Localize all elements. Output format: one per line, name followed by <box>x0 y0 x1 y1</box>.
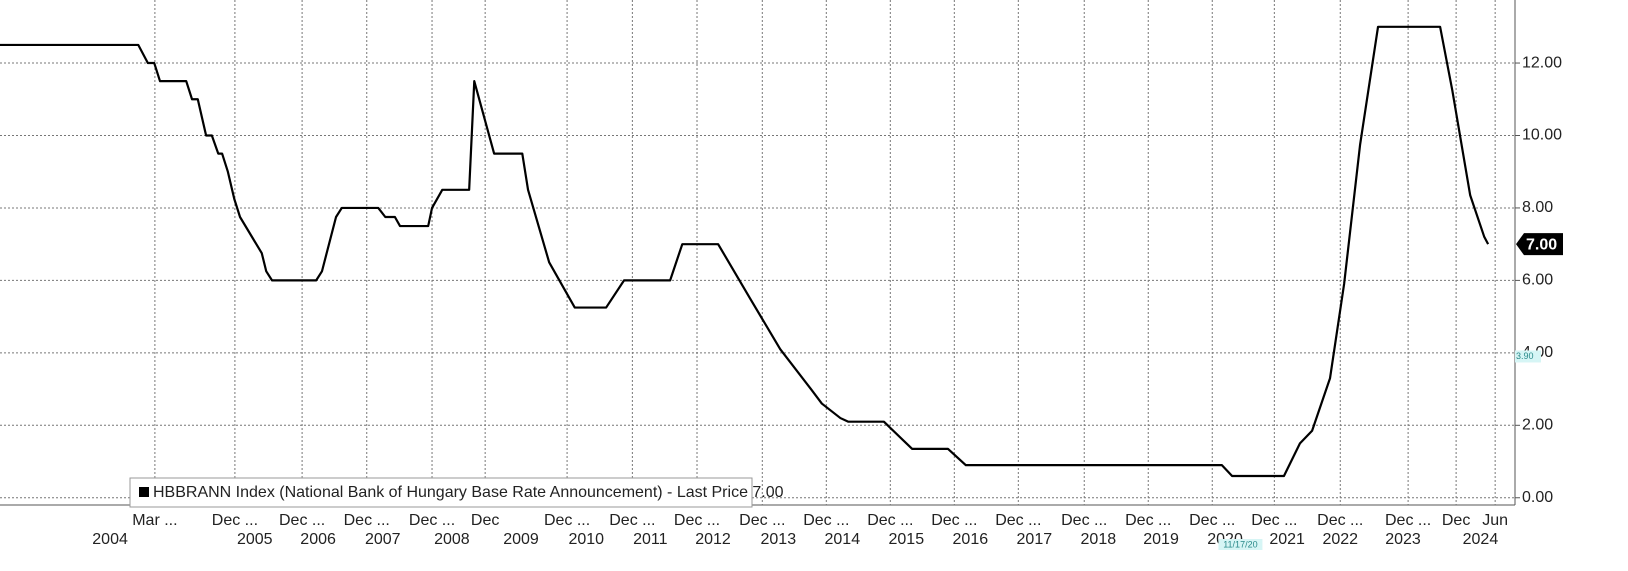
x-tick-label: Dec ... <box>1125 512 1171 529</box>
x-tick-label: Mar ... <box>132 512 177 529</box>
x-tick-label: Dec ... <box>1061 512 1107 529</box>
legend-swatch <box>139 487 149 497</box>
x-tick-label: Dec ... <box>1251 512 1297 529</box>
x-tick-label: Dec <box>471 512 499 529</box>
x-year-label: 2004 <box>92 531 128 548</box>
x-tick-label: Dec ... <box>867 512 913 529</box>
x-tick-label: Dec ... <box>212 512 258 529</box>
x-tick-label: Dec <box>1442 512 1470 529</box>
x-tick-label: Jun <box>1482 512 1508 529</box>
y-tick-label: 6.00 <box>1522 272 1553 289</box>
y-tick-label: 10.00 <box>1522 127 1562 144</box>
x-year-label: 2023 <box>1385 531 1421 548</box>
x-tick-label: Dec ... <box>739 512 785 529</box>
x-year-label: 2013 <box>761 531 797 548</box>
x-year-label: 2015 <box>889 531 925 548</box>
x-year-label: 2011 <box>633 531 668 548</box>
legend: HBBRANN Index (National Bank of Hungary … <box>129 477 784 508</box>
x-year-label: 2019 <box>1143 531 1179 548</box>
series-line <box>0 25 1490 478</box>
x-year-label: 2008 <box>434 531 470 548</box>
plot-area <box>0 0 1515 505</box>
x-tick-label: Dec ... <box>1317 512 1363 529</box>
x-year-label: 2022 <box>1322 531 1358 548</box>
annotation-box <box>1515 350 1541 363</box>
x-year-label: 2014 <box>825 531 861 548</box>
x-year-label: 2021 <box>1269 531 1305 548</box>
marks <box>0 25 1490 478</box>
x-tick-label: Dec ... <box>931 512 977 529</box>
x-annotation-label: 11/17/20 <box>1223 539 1257 549</box>
x-tick-label: Dec ... <box>995 512 1041 529</box>
x-tick-label: Dec ... <box>409 512 455 529</box>
x-tick-label: Dec ... <box>544 512 590 529</box>
x-year-label: 2024 <box>1463 531 1499 548</box>
x-year-label: 2012 <box>695 531 731 548</box>
grid <box>0 0 1515 505</box>
x-year-label: 2018 <box>1081 531 1117 548</box>
last-price-label: 7.00 <box>1526 236 1557 253</box>
x-tick-label: Dec ... <box>279 512 325 529</box>
x-year-label: 2009 <box>503 531 539 548</box>
x-year-label: 2017 <box>1017 531 1053 548</box>
x-year-label: 2007 <box>365 531 401 548</box>
x-year-label: 2006 <box>300 531 336 548</box>
y-tick-label: 12.00 <box>1522 54 1562 71</box>
x-tick-label: Dec ... <box>1385 512 1431 529</box>
x-annotation-box <box>1218 539 1263 550</box>
x-year-label: 2010 <box>568 531 604 548</box>
x-tick-label: Dec ... <box>803 512 849 529</box>
x-tick-label: Dec ... <box>1189 512 1235 529</box>
y-tick-label: 8.00 <box>1522 199 1553 216</box>
legend-box <box>129 477 753 508</box>
legend-label: HBBRANN Index (National Bank of Hungary … <box>153 484 784 501</box>
y-tick-label: 2.00 <box>1522 417 1553 434</box>
x-tick-label: Dec ... <box>344 512 390 529</box>
last-price-tag <box>1516 233 1563 256</box>
y-tick-label: 0.00 <box>1522 489 1553 506</box>
x-tick-label: Dec ... <box>609 512 655 529</box>
annotation-label: 3.90 <box>1516 351 1534 361</box>
x-year-label: 2016 <box>953 531 989 548</box>
x-year-label: 2005 <box>237 531 273 548</box>
x-tick-label: Dec ... <box>674 512 720 529</box>
